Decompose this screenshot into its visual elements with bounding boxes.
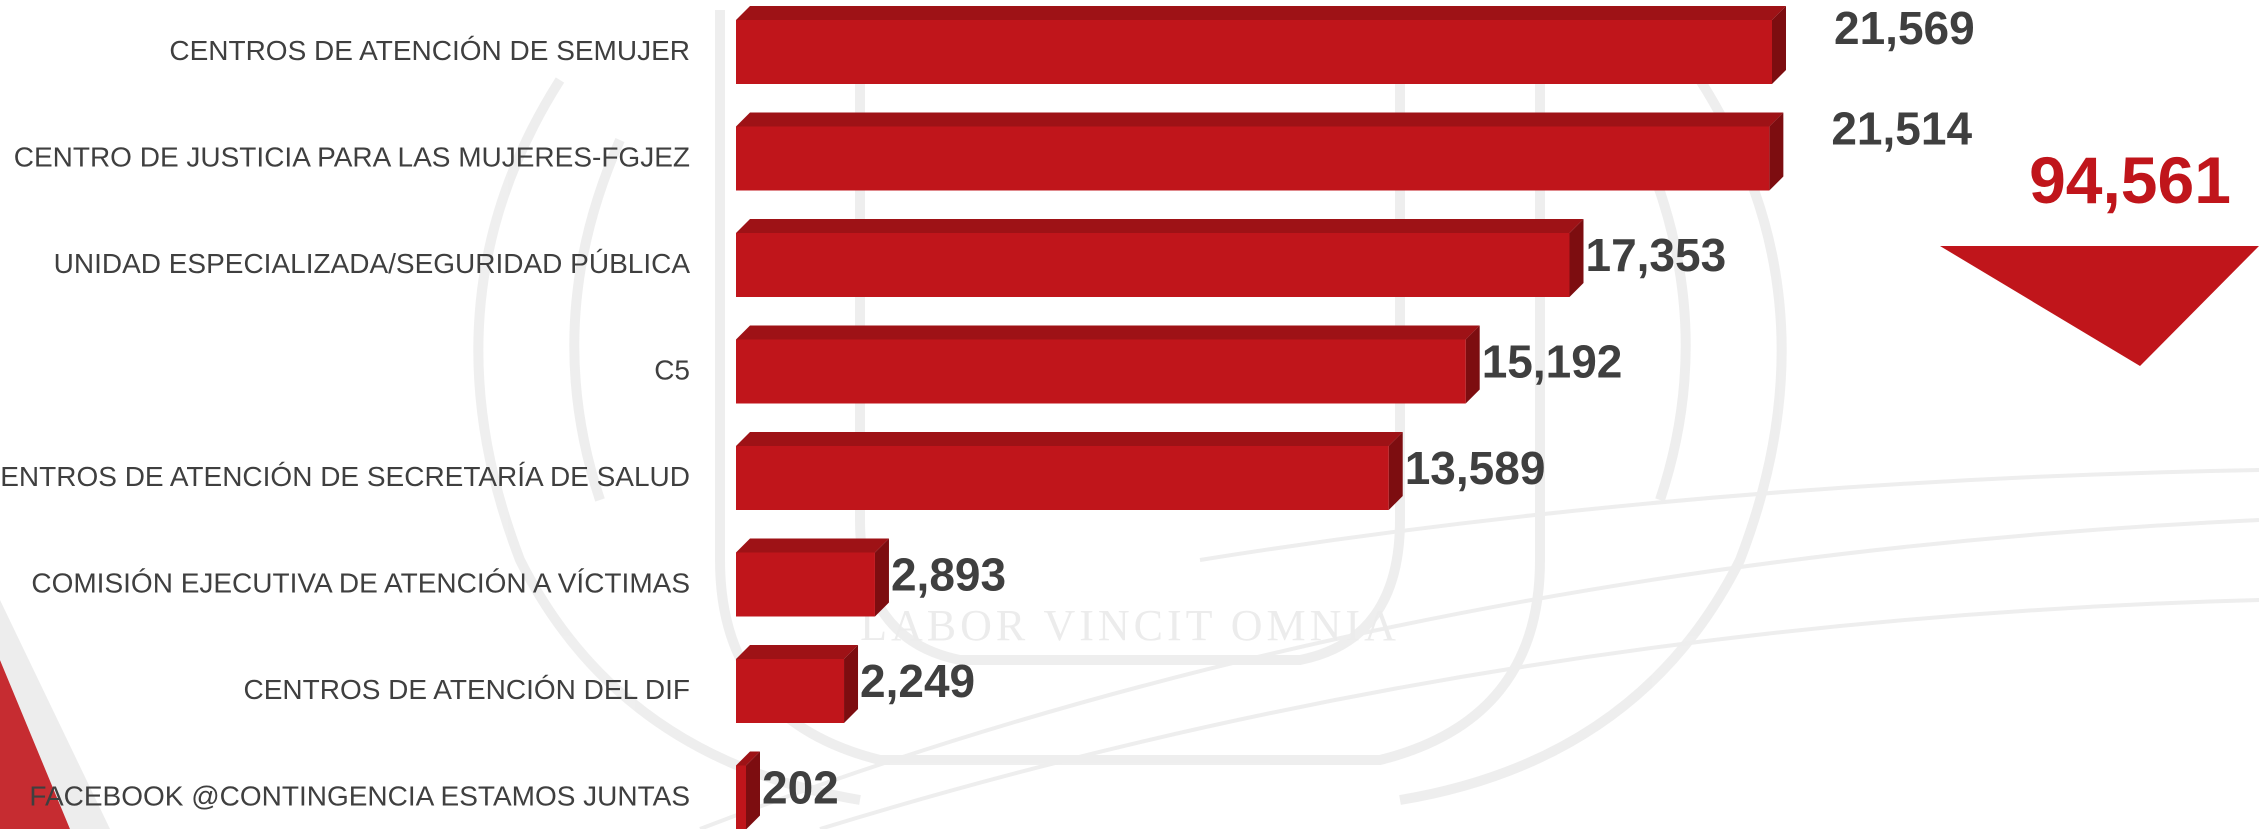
bar-side-face [1388,432,1403,510]
bar [736,233,1570,297]
bar [736,765,746,829]
category-label: C5 [654,355,690,386]
bar-top-face [736,751,760,766]
data-label: 21,514 [1831,103,1972,155]
category-label: CENTROS DE ATENCIÓN DE SEMUJER [169,35,690,66]
bar [736,446,1389,510]
bar-top-face [736,432,1403,446]
bar-top-face [736,538,889,553]
data-label: 2,249 [860,655,975,707]
bar [736,339,1466,404]
watermark-motto: LABOR VINCIT OMNIA [860,601,1400,650]
category-label: CENTRO DE JUSTICIA PARA LAS MUJERES-FGJE… [14,142,690,173]
bar-side-face [1772,6,1786,84]
bar-side-face [1465,325,1480,404]
bar-side-face [844,645,859,723]
bar-top-face [736,325,1480,340]
category-label: UNIDAD ESPECIALIZADA/SEGURIDAD PÚBLICA [54,248,691,279]
bar-top-face [736,6,1786,20]
bars-layer [736,6,1786,829]
data-label: 13,589 [1405,442,1546,494]
down-arrow-icon [1940,246,2259,366]
bar-side-face [874,538,889,617]
data-label: 2,893 [891,549,1006,601]
bar-top-face [736,219,1584,233]
data-label: 17,353 [1585,229,1726,281]
data-label: 15,192 [1482,336,1623,388]
bar [736,659,845,723]
bar-side-face [1769,112,1784,191]
category-label: COMISIÓN EJECUTIVA DE ATENCIÓN A VÍCTIMA… [31,568,690,599]
data-label: 21,569 [1834,2,1975,54]
bar-side-face [746,751,760,829]
labels-layer: CENTROS DE ATENCIÓN DE SEMUJER 21,569 CENT… [0,2,1975,814]
data-label: 202 [762,762,839,814]
category-label: CENTROS DE ATENCIÓN DEL DIF [244,674,691,705]
bar [736,20,1772,84]
bar-top-face [736,112,1784,127]
category-label: FACEBOOK @CONTINGENCIA ESTAMOS JUNTAS [29,781,690,812]
bar [736,552,875,617]
bar [736,126,1770,191]
bar-side-face [1569,219,1584,297]
total-value: 94,561 [2029,143,2231,217]
bar-top-face [736,645,859,659]
category-label: CENTROS DE ATENCIÓN DE SECRETARÍA DE SAL… [0,461,690,492]
